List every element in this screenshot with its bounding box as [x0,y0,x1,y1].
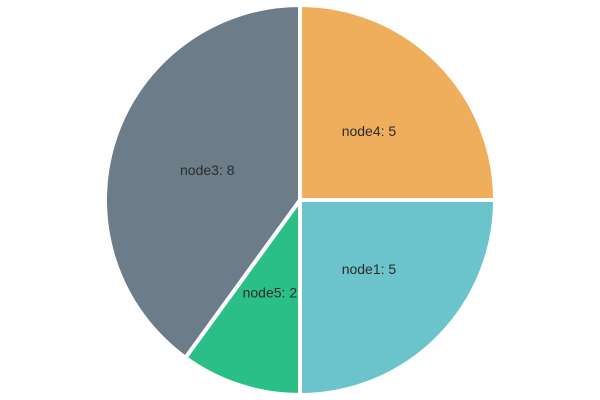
slice-label-node1: node1: 5 [342,261,397,277]
pie-slice-node1[interactable] [298,198,497,397]
slice-label-node4: node4: 5 [342,123,397,139]
pie-slice-node4[interactable] [298,3,497,202]
slice-label-node3: node3: 8 [180,162,235,178]
slice-label-node5: node5: 2 [243,285,298,301]
pie-slice-node3[interactable] [103,3,302,360]
pie-slice-node5[interactable] [183,198,302,397]
